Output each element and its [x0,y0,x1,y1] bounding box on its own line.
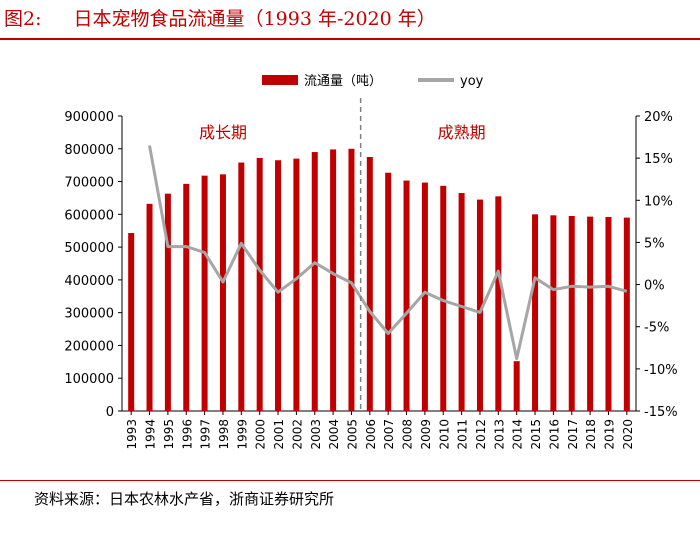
bar [403,180,410,411]
bar [440,185,447,411]
bar [275,160,282,411]
right-tick-label: 15% [644,152,673,167]
bar [201,175,208,411]
bar [458,193,465,411]
bar [164,193,171,411]
bar [568,215,575,411]
bar [183,183,190,411]
right-tick-label: 10% [644,194,673,209]
bar [311,152,318,412]
x-tick-label: 2016 [547,419,561,450]
left-tick-label: 300000 [64,307,114,322]
x-tick-label: 2012 [474,419,488,450]
x-tick-label: 2015 [529,419,543,450]
bar [421,182,428,411]
bar [385,172,392,411]
right-tick-label: -5% [644,321,669,336]
bar [146,203,153,411]
bar [550,215,557,411]
figure-title: 图2: 日本宠物食品流通量（1993 年-2020 年） [0,4,700,34]
x-tick-label: 1994 [144,419,158,450]
bar [587,216,594,411]
source-note: 资料来源：日本农林水产省，浙商证券研究所 [34,490,335,508]
x-tick-label: 2004 [327,419,341,450]
bar [293,158,300,411]
x-tick-label: 1999 [235,419,249,450]
bar [219,174,226,411]
bar [128,233,135,411]
bar [532,214,539,411]
bar [605,216,612,411]
bar [495,196,502,411]
x-tick-label: 1995 [162,419,176,450]
left-tick-label: 900000 [64,110,114,125]
left-tick-label: 600000 [64,208,114,223]
right-tick-label: 20% [644,110,673,125]
legend-line-label: yoy [460,74,484,89]
bar [256,157,263,411]
x-tick-label: 1996 [180,419,194,450]
left-tick-label: 500000 [64,241,114,256]
right-tick-label: -15% [644,405,678,420]
source-rule [0,480,700,481]
right-tick-label: -10% [644,363,678,378]
x-tick-label: 2007 [382,419,396,450]
combo-chart: 0 100000 200000 300000 400000 500000 600000 700… [64,74,678,450]
x-tick-label: 2020 [621,419,635,450]
left-tick-label: 0 [106,405,114,420]
x-tick-label: 2009 [419,419,433,450]
left-tick-label: 100000 [64,372,114,387]
right-tick-label: 5% [644,236,665,251]
period-annotation: 成长期 [199,123,247,142]
x-tick-label: 2019 [602,419,616,450]
bar [366,156,373,411]
x-tick-label: 2018 [584,419,598,450]
figure-title-text: 日本宠物食品流通量（1993 年-2020 年） [73,8,436,30]
left-tick-label: 700000 [64,176,114,191]
title-rule [0,38,700,40]
x-tick-label: 2010 [437,419,451,450]
legend-bar-label: 流通量（吨） [304,74,382,89]
bar [348,148,355,411]
bar [623,217,630,411]
legend-bar-swatch [262,75,298,85]
x-tick-label: 2013 [492,419,506,450]
x-tick-label: 2000 [254,419,268,450]
x-tick-label: 2011 [456,419,470,450]
x-tick-label: 1998 [217,419,231,450]
x-tick-label: 2014 [511,419,525,450]
x-tick-label: 1993 [125,419,139,450]
x-tick-label: 2006 [364,419,378,450]
period-annotation: 成熟期 [438,123,486,142]
left-tick-label: 400000 [64,274,114,289]
x-tick-label: 2017 [566,419,580,450]
figure-number: 图2: [4,8,42,30]
x-tick-label: 1997 [199,419,213,450]
x-tick-label: 2008 [401,419,415,450]
bar [238,162,245,411]
x-tick-label: 2003 [309,419,323,450]
x-tick-label: 2002 [290,419,304,450]
x-tick-label: 2005 [345,419,359,450]
bar [513,361,520,411]
right-tick-label: 0% [644,279,665,294]
left-tick-label: 800000 [64,143,114,158]
left-tick-label: 200000 [64,339,114,354]
bar [330,149,337,411]
yoy-line [148,145,628,361]
x-tick-label: 2001 [272,419,286,450]
bar [476,199,483,411]
